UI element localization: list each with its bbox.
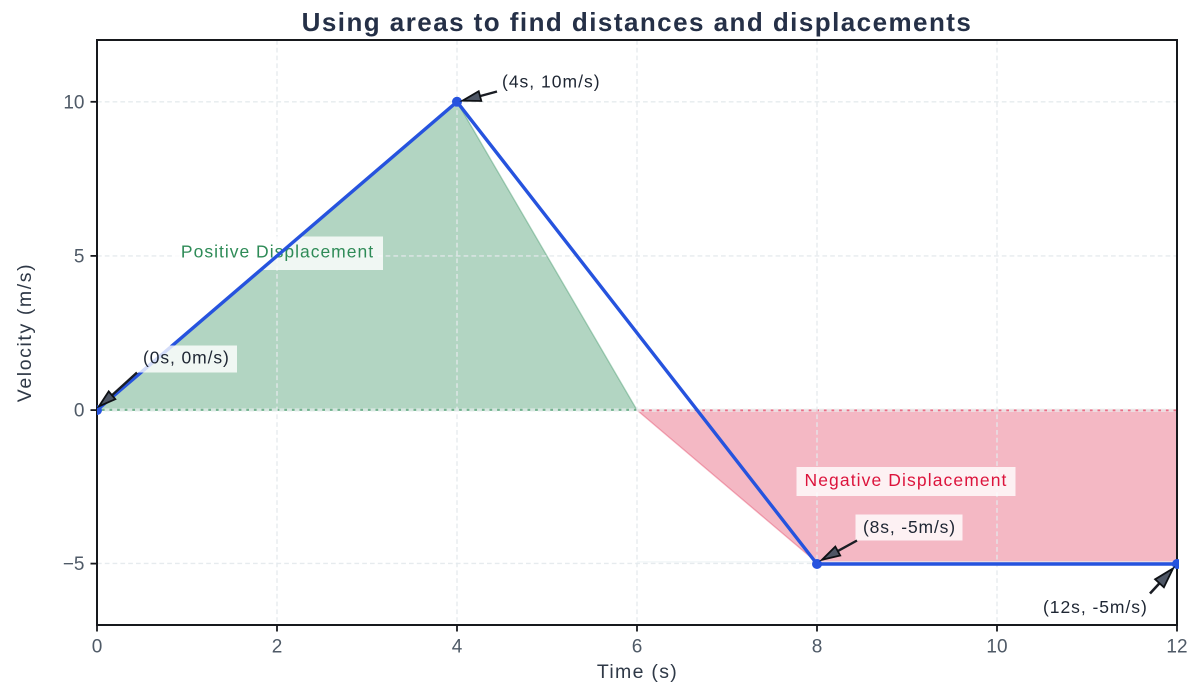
svg-text:0: 0 bbox=[74, 401, 85, 422]
svg-text:4: 4 bbox=[452, 636, 463, 657]
svg-text:8: 8 bbox=[812, 636, 823, 657]
svg-text:12: 12 bbox=[1166, 636, 1187, 657]
svg-text:2: 2 bbox=[272, 636, 283, 657]
svg-text:Using areas to find distances: Using areas to find distances and displa… bbox=[302, 7, 973, 37]
svg-text:Positive Displacement: Positive Displacement bbox=[181, 242, 374, 262]
svg-text:(0s, 0m/s): (0s, 0m/s) bbox=[143, 348, 230, 368]
svg-text:10: 10 bbox=[986, 636, 1007, 657]
svg-text:5: 5 bbox=[74, 246, 85, 267]
svg-text:−5: −5 bbox=[63, 554, 85, 575]
svg-text:6: 6 bbox=[632, 636, 643, 657]
svg-text:(4s, 10m/s): (4s, 10m/s) bbox=[502, 71, 601, 91]
svg-text:Velocity (m/s): Velocity (m/s) bbox=[14, 263, 36, 402]
svg-text:0: 0 bbox=[92, 636, 103, 657]
svg-text:10: 10 bbox=[63, 92, 84, 113]
svg-text:(12s, -5m/s): (12s, -5m/s) bbox=[1043, 597, 1148, 617]
svg-text:(8s, -5m/s): (8s, -5m/s) bbox=[863, 517, 956, 537]
svg-text:Negative Displacement: Negative Displacement bbox=[804, 470, 1007, 490]
svg-text:Time (s): Time (s) bbox=[597, 661, 678, 683]
